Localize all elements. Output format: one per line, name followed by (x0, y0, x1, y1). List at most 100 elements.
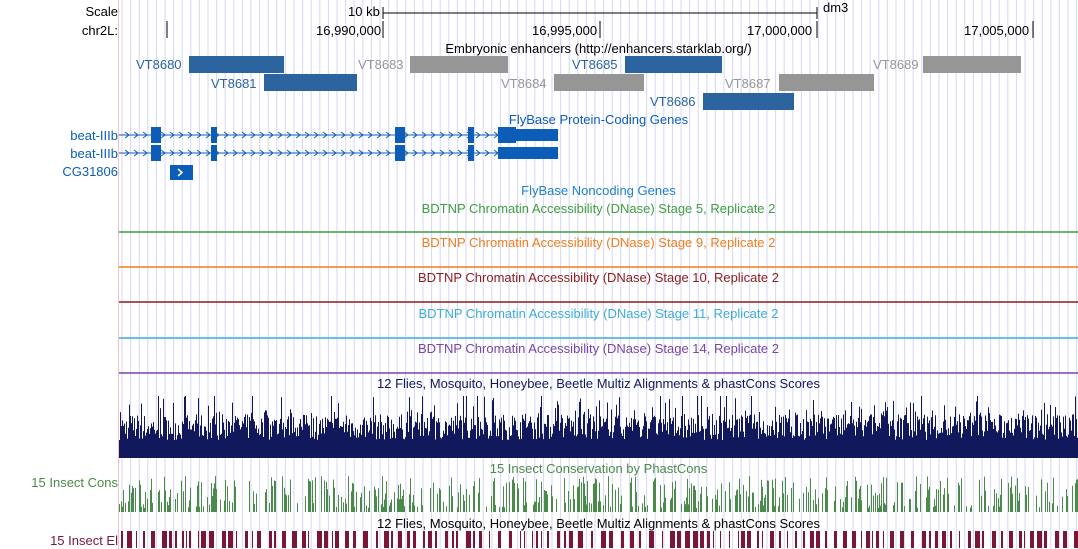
strand-arrow (286, 149, 292, 157)
conserved-element (677, 531, 681, 548)
conserved-element (536, 531, 538, 548)
strand-arrow (412, 131, 418, 139)
dnase-stage9-title[interactable]: BDTNP Chromatin Accessibility (DNase) St… (421, 235, 776, 250)
base-position-ruler (166, 7, 1034, 38)
gene-exon (395, 145, 405, 161)
multiz-track-title[interactable]: 12 Flies, Mosquito, Honeybee, Beetle Mul… (377, 376, 820, 391)
enhancers-track-title[interactable]: Embryonic enhancers (http://enhancers.st… (445, 41, 752, 56)
conserved-element (890, 531, 894, 548)
track-data-area[interactable]: 10 kb dm3 16,990,000 16,995,000 17,000,0… (119, 0, 1078, 549)
conserved-element (252, 531, 253, 548)
strand-arrow (376, 149, 382, 157)
strand-arrow (484, 149, 490, 157)
conserved-element (959, 531, 960, 548)
strand-arrow (259, 149, 265, 157)
strand-arrow (313, 149, 319, 157)
strand-arrow (367, 131, 373, 139)
conserved-element (861, 531, 862, 548)
conserved-element (557, 531, 560, 548)
conserved-element (741, 531, 745, 548)
phastcons-track-label[interactable]: 15 Insect Cons (31, 475, 118, 490)
enhancer-block (410, 56, 508, 73)
strand-arrow (340, 131, 346, 139)
conserved-element (670, 531, 675, 548)
conserved-element (143, 531, 145, 548)
strand-arrow (403, 131, 409, 139)
conserved-element (601, 531, 606, 548)
conserved-element (335, 531, 339, 548)
conserved-element (186, 531, 187, 548)
enhancer-label-VT8684[interactable]: VT8684 (501, 76, 547, 91)
conserved-element (435, 531, 437, 548)
conserved-element (1037, 531, 1042, 548)
conserved-element (201, 531, 206, 548)
conserved-element (407, 531, 410, 548)
conserved-element (922, 531, 926, 548)
conserved-element (498, 531, 501, 548)
conserved-element (935, 531, 938, 548)
chrom-label: chr2L: (81, 23, 118, 38)
enhancer-label-VT8686[interactable]: VT8686 (650, 94, 696, 109)
conserved-element (729, 531, 730, 548)
enhancer-label-VT8689[interactable]: VT8689 (873, 57, 919, 72)
conserved-element (151, 531, 155, 548)
dnase-tracks (119, 231, 1078, 374)
strand-arrow (223, 149, 229, 157)
enhancer-label-VT8683[interactable]: VT8683 (358, 57, 404, 72)
dnase-stage14-title[interactable]: BDTNP Chromatin Accessibility (DNase) St… (417, 341, 780, 356)
conserved-element (1063, 531, 1067, 548)
phastcons-signal (119, 476, 1078, 512)
strand-arrow (187, 149, 193, 157)
enhancer-block (779, 74, 874, 91)
elements-track-title[interactable]: 12 Flies, Mosquito, Honeybee, Beetle Mul… (377, 516, 820, 531)
conserved-element (236, 531, 237, 548)
strand-arrow (277, 131, 283, 139)
enhancer-block (923, 56, 1021, 73)
dnase-stage5-title[interactable]: BDTNP Chromatin Accessibility (DNase) St… (421, 201, 776, 216)
conserved-element (649, 531, 654, 548)
noncoding-genes-track-title[interactable]: FlyBase Noncoding Genes (521, 183, 676, 198)
gene-exon (468, 127, 474, 143)
conserved-element (872, 531, 873, 548)
phastcons-track-title[interactable]: 15 Insect Conservation by PhastCons (489, 461, 708, 476)
conserved-element (376, 531, 378, 548)
conserved-element (524, 531, 525, 548)
strand-arrow (340, 149, 346, 157)
enhancer-block (189, 56, 284, 73)
conserved-element (136, 531, 137, 548)
enhancer-label-VT8681[interactable]: VT8681 (211, 76, 257, 91)
strand-arrow (439, 149, 445, 157)
protein-genes-track-title[interactable]: FlyBase Protein-Coding Genes (508, 112, 689, 127)
gene-label-beat-IIIb-2[interactable]: beat-IIIb (70, 146, 118, 161)
conserved-element (662, 531, 663, 548)
conserved-element (787, 531, 788, 548)
scale-bar-label: 10 kb (348, 4, 380, 19)
conserved-element (345, 531, 349, 548)
gene-label-beat-IIIb-1[interactable]: beat-IIIb (70, 128, 118, 143)
conserved-element (332, 531, 333, 548)
enhancer-label-VT8680[interactable]: VT8680 (136, 57, 182, 72)
conserved-element (292, 531, 297, 548)
strand-arrow (187, 131, 193, 139)
gene-label-CG31806[interactable]: CG31806 (62, 164, 118, 179)
conserved-element (489, 531, 490, 548)
conserved-element (1001, 531, 1003, 548)
strand-arrow (448, 131, 454, 139)
conserved-element (843, 531, 847, 548)
conserved-element (121, 531, 123, 548)
strand-arrow (142, 131, 148, 139)
elements-track-label[interactable]: 15 Insect El (50, 533, 118, 548)
enhancer-label-VT8687[interactable]: VT8687 (725, 76, 771, 91)
enhancer-label-VT8685[interactable]: VT8685 (572, 57, 618, 72)
conserved-element (479, 531, 482, 548)
track-graphics (119, 0, 1078, 549)
conserved-element (269, 531, 272, 548)
conserved-element (609, 531, 613, 548)
conserved-element (713, 531, 714, 548)
dnase-stage10-title[interactable]: BDTNP Chromatin Accessibility (DNase) St… (417, 270, 780, 285)
conserved-element (866, 531, 870, 548)
strand-arrow (403, 149, 409, 157)
conserved-element (795, 531, 797, 548)
dnase-stage11-title[interactable]: BDTNP Chromatin Accessibility (DNase) St… (418, 306, 779, 321)
